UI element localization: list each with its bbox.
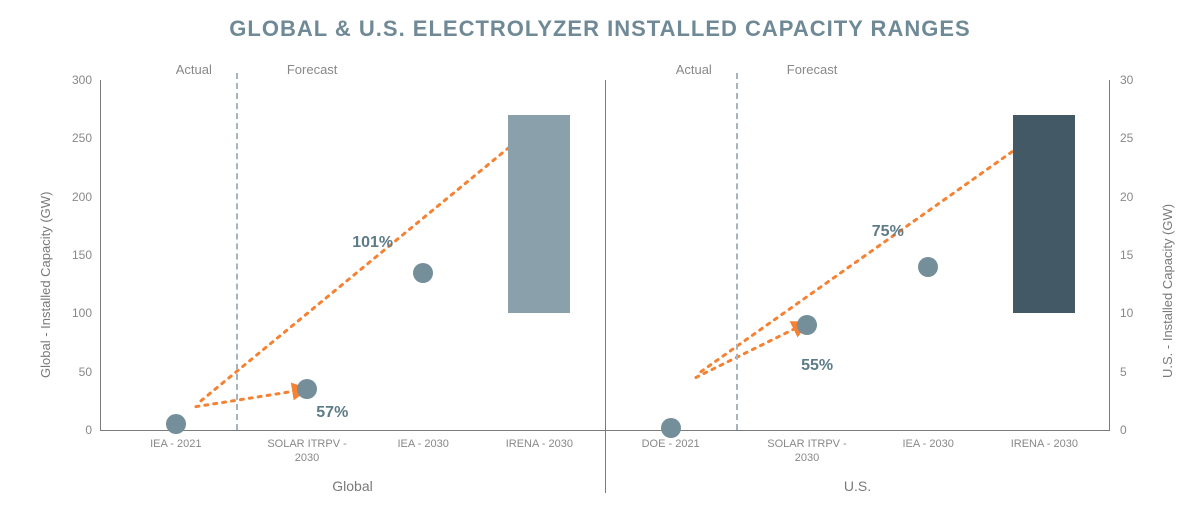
- data-point: [661, 418, 681, 438]
- data-point: [413, 263, 433, 283]
- actual-label: Actual: [176, 62, 212, 77]
- arrow-callout: 55%: [801, 357, 833, 375]
- y-axis-right-line: [1109, 80, 1110, 430]
- arrow-callout: 75%: [872, 223, 904, 241]
- range-bar: [1013, 115, 1075, 313]
- data-point: [918, 257, 938, 277]
- arrow-callout: 57%: [316, 404, 348, 422]
- actual-label: Actual: [676, 62, 712, 77]
- right-tick-label: 20: [1120, 190, 1160, 204]
- left-tick-label: 0: [52, 423, 92, 437]
- category-label: SOLAR ITRPV -2030: [247, 438, 367, 466]
- right-tick-label: 30: [1120, 73, 1160, 87]
- right-tick-label: 5: [1120, 365, 1160, 379]
- right-tick-label: 25: [1120, 131, 1160, 145]
- forecast-label: Forecast: [287, 62, 338, 77]
- trend-arrow: [696, 323, 807, 378]
- trend-arrow: [196, 389, 307, 407]
- plot-area: [100, 80, 1110, 430]
- category-label: IEA - 2030: [868, 438, 988, 452]
- panel-label: U.S.: [844, 478, 871, 494]
- category-label: IEA - 2021: [116, 438, 236, 452]
- range-bar: [508, 115, 570, 313]
- category-label: IRENA - 2030: [984, 438, 1104, 452]
- forecast-divider: [236, 73, 238, 430]
- left-tick-label: 150: [52, 248, 92, 262]
- right-tick-label: 15: [1120, 248, 1160, 262]
- arrow-callout: 101%: [352, 234, 393, 252]
- chart-title: GLOBAL & U.S. ELECTROLYZER INSTALLED CAP…: [0, 16, 1200, 42]
- data-point: [297, 379, 317, 399]
- category-label: DOE - 2021: [611, 438, 731, 452]
- left-tick-label: 50: [52, 365, 92, 379]
- y-axis-left-line: [100, 80, 101, 430]
- data-point: [797, 315, 817, 335]
- category-label: SOLAR ITRPV -2030: [747, 438, 867, 466]
- right-tick-label: 10: [1120, 306, 1160, 320]
- left-tick-label: 250: [52, 131, 92, 145]
- data-point: [166, 414, 186, 434]
- forecast-label: Forecast: [787, 62, 838, 77]
- left-tick-label: 300: [52, 73, 92, 87]
- left-axis-title: Global - Installed Capacity (GW): [38, 191, 53, 377]
- chart-container: GLOBAL & U.S. ELECTROLYZER INSTALLED CAP…: [0, 0, 1200, 531]
- category-label: IRENA - 2030: [479, 438, 599, 452]
- category-label: IEA - 2030: [363, 438, 483, 452]
- right-tick-label: 0: [1120, 423, 1160, 437]
- forecast-divider: [736, 73, 738, 430]
- center-divider: [605, 80, 606, 493]
- trend-arrow: [701, 133, 1039, 372]
- left-tick-label: 200: [52, 190, 92, 204]
- trend-arrow: [201, 127, 534, 401]
- panel-label: Global: [332, 478, 372, 494]
- right-axis-title: U.S. - Installed Capacity (GW): [1160, 203, 1175, 377]
- left-tick-label: 100: [52, 306, 92, 320]
